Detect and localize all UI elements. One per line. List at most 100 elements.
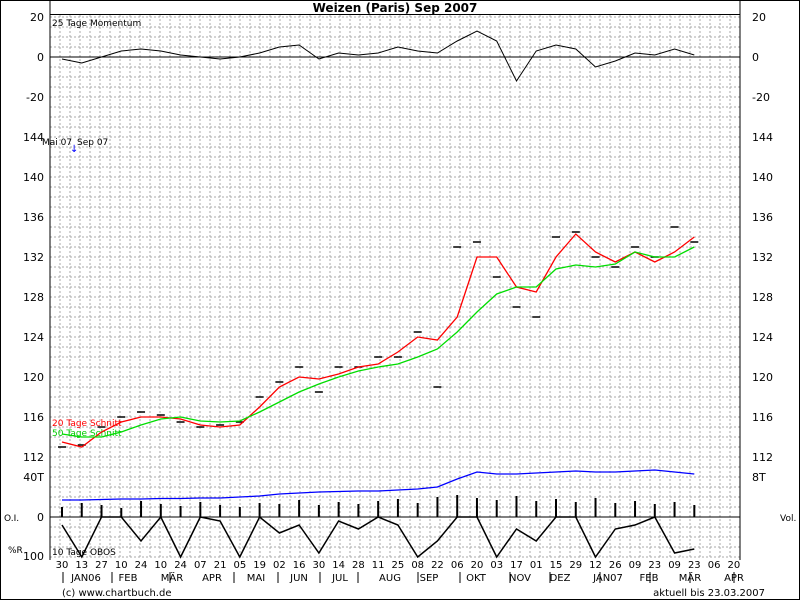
x-tick-month: JAN06 xyxy=(70,573,101,584)
arrow-down-icon: ↓ xyxy=(70,144,78,155)
vol-label: Vol. xyxy=(780,514,796,524)
x-tick-day: 07 xyxy=(194,560,207,571)
ma50-line xyxy=(61,246,695,438)
x-tick-day: 10 xyxy=(154,560,167,571)
x-tick-month: MAI xyxy=(247,573,265,584)
price-tick-right: 128 xyxy=(752,291,773,304)
x-tick-day: 05 xyxy=(233,560,246,571)
x-tick-day: 29 xyxy=(569,560,582,571)
momentum-tick-left: 20 xyxy=(30,11,44,24)
price-tick-right: 112 xyxy=(752,451,773,464)
x-tick-day: 20 xyxy=(471,560,484,571)
x-tick-day: 30 xyxy=(56,560,69,571)
x-tick-day: 23 xyxy=(688,560,701,571)
price-tick-right: 136 xyxy=(752,211,773,224)
x-tick-day: 26 xyxy=(609,560,622,571)
x-tick-month: SEP xyxy=(420,573,439,584)
price-tick-right: 116 xyxy=(752,411,773,424)
contract-to: Sep 07 xyxy=(77,138,108,148)
vol-tick-8: 8T xyxy=(752,471,766,484)
x-tick-month: APR xyxy=(202,573,222,584)
x-tick-day: 28 xyxy=(352,560,365,571)
oi-tick-40: 40T xyxy=(23,471,44,484)
price-tick-left: 136 xyxy=(23,211,44,224)
momentum-tick-right: -20 xyxy=(752,91,770,104)
x-tick-day: 17 xyxy=(510,560,523,571)
x-tick-month: OKT xyxy=(466,573,487,584)
x-tick-month: FEB xyxy=(640,573,659,584)
y-ticks: 20 20 0 0 -20 -20 144 144 140 140 136 136 132 132 128 1… xyxy=(23,11,773,464)
copyright[interactable]: (c) www.chartbuch.de xyxy=(62,588,171,599)
x-tick-day: 19 xyxy=(253,560,266,571)
x-tick-day: 21 xyxy=(214,560,227,571)
x-tick-day: 09 xyxy=(668,560,681,571)
price-tick-left: 128 xyxy=(23,291,44,304)
x-tick-day: 06 xyxy=(451,560,464,571)
x-tick-month: JUL xyxy=(331,573,348,584)
ma20-line xyxy=(61,233,695,448)
contract-from: Mai 07 xyxy=(42,138,72,148)
chart-title: Weizen (Paris) Sep 2007 xyxy=(313,1,478,15)
x-tick-day: 01 xyxy=(530,560,543,571)
oi-tick-0: 0 xyxy=(37,511,44,524)
x-tick-day: 11 xyxy=(372,560,385,571)
oi-label: O.I. xyxy=(4,514,19,524)
x-tick-day: 06 xyxy=(708,560,721,571)
x-tick-day: 10 xyxy=(115,560,128,571)
price-tick-left: 132 xyxy=(23,251,44,264)
updated-note: aktuell bis 23.03.2007 xyxy=(653,588,765,599)
x-tick-day: 24 xyxy=(135,560,148,571)
open-interest-line xyxy=(62,469,695,501)
obos-unit: %R xyxy=(8,546,23,556)
x-tick-day: 27 xyxy=(95,560,108,571)
series xyxy=(58,30,699,559)
title-box xyxy=(49,0,741,15)
x-tick-day: 30 xyxy=(313,560,326,571)
x-tick-day: 03 xyxy=(490,560,503,571)
x-tick-day: 13 xyxy=(75,560,88,571)
x-tick-month: MÄR xyxy=(161,571,183,584)
obos-line xyxy=(61,515,695,559)
price-tick-left: 144 xyxy=(23,131,44,144)
x-tick-day: 23 xyxy=(648,560,661,571)
x-tick-month: JUN xyxy=(289,573,308,584)
x-tick-month: DEZ xyxy=(550,573,571,584)
x-tick-day: 24 xyxy=(174,560,187,571)
price-tick-left: 124 xyxy=(23,331,44,344)
grid xyxy=(49,0,741,560)
x-axis: 30 13 27 10 24 10 24 07 21 05 19 02 16 30 14 28 11 25 08 22… xyxy=(56,560,744,584)
price-tick-right: 144 xyxy=(752,131,773,144)
x-tick-day: 25 xyxy=(392,560,405,571)
momentum-label: 25 Tage Momentum xyxy=(52,19,141,29)
x-tick-day: 08 xyxy=(411,560,424,571)
momentum-tick-left: 0 xyxy=(37,51,44,64)
x-tick-day: 20 xyxy=(727,560,740,571)
x-tick-month: JAN07 xyxy=(592,573,623,584)
x-tick-day: 12 xyxy=(589,560,602,571)
x-tick-month: AUG xyxy=(379,573,401,584)
price-tick-right: 120 xyxy=(752,371,773,384)
price-tick-right: 132 xyxy=(752,251,773,264)
ma20-legend: 20 Tage Schnitt xyxy=(52,419,122,429)
x-tick-day: 14 xyxy=(332,560,345,571)
ma50-legend: 50 Tage Schnitt xyxy=(52,429,122,439)
price-tick-left: 112 xyxy=(23,451,44,464)
x-tick-month: FEB xyxy=(119,573,138,584)
obos-tick-100: 100 xyxy=(23,550,44,563)
price-tick-left: 120 xyxy=(23,371,44,384)
x-tick-day: 15 xyxy=(550,560,563,571)
x-tick-month: NOV xyxy=(509,573,531,584)
price-tick-right: 140 xyxy=(752,171,773,184)
x-tick-day: 09 xyxy=(629,560,642,571)
price-tick-right: 124 xyxy=(752,331,773,344)
x-tick-day: 16 xyxy=(293,560,306,571)
momentum-tick-right: 0 xyxy=(752,51,759,64)
momentum-tick-right: 20 xyxy=(752,11,766,24)
x-tick-day: 02 xyxy=(273,560,286,571)
x-tick-day: 22 xyxy=(431,560,444,571)
momentum-tick-left: -20 xyxy=(26,91,44,104)
momentum-line xyxy=(61,30,695,83)
price-tick-left: 116 xyxy=(23,411,44,424)
price-tick-left: 140 xyxy=(23,171,44,184)
